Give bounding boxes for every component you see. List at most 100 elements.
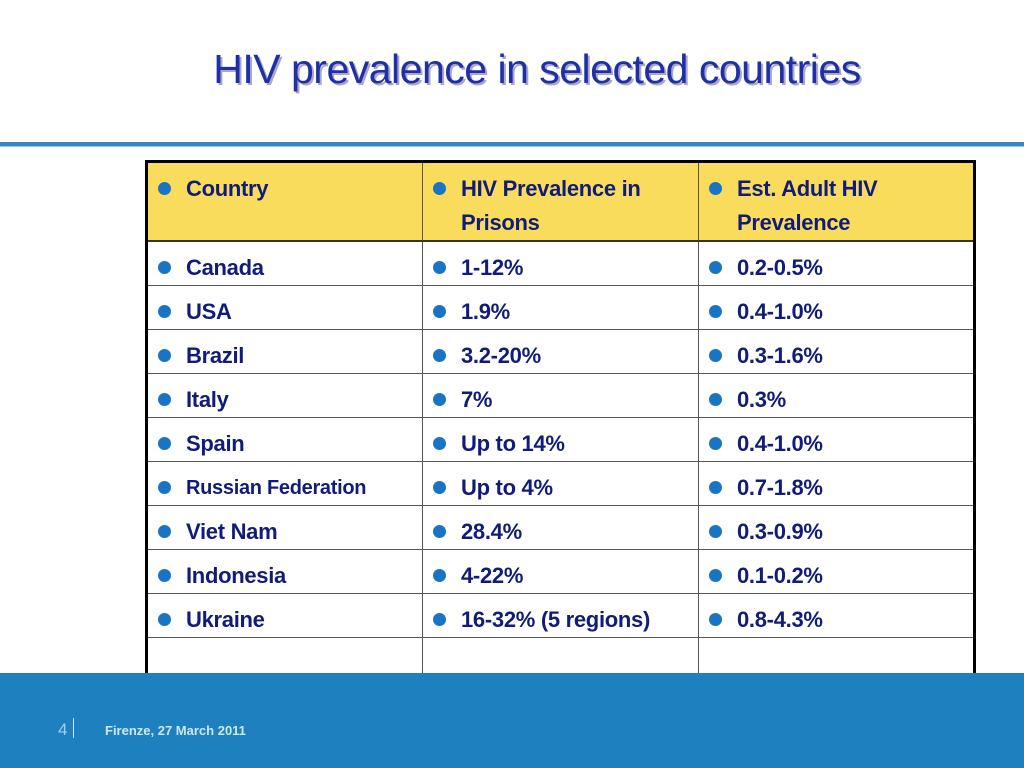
footer-date-location: Firenze, 27 March 2011 xyxy=(105,723,246,738)
cell-value: 0.3-1.6% xyxy=(737,343,823,368)
slide-title: HIV prevalence in selected countries xyxy=(213,46,861,92)
bullet-dot-icon xyxy=(709,349,722,362)
table-row: Indonesia 4-22% 0.1-0.2% xyxy=(146,549,975,594)
cell-prison-prevalence: Up to 14% xyxy=(422,417,699,462)
cell-adult-prevalence: 0.1-0.2% xyxy=(698,549,975,594)
header-cell-country: Country xyxy=(146,161,423,242)
bullet-dot-icon xyxy=(158,525,171,538)
cell-value: 0.2-0.5% xyxy=(737,255,823,280)
cell-value: 4-22% xyxy=(461,563,524,588)
table-row: Viet Nam 28.4% 0.3-0.9% xyxy=(146,505,975,550)
cell-country: USA xyxy=(146,285,423,330)
cell-value: 0.1-0.2% xyxy=(737,563,823,588)
header-label: Est. Adult HIV Prevalence xyxy=(737,176,878,235)
cell-adult-prevalence: 0.2-0.5% xyxy=(698,240,975,286)
cell-country: Canada xyxy=(146,240,423,286)
bullet-dot-icon xyxy=(709,613,722,626)
cell-value: 0.3-0.9% xyxy=(737,519,823,544)
header-label: HIV Prevalence in Prisons xyxy=(461,176,641,235)
cell-country: Spain xyxy=(146,417,423,462)
bullet-dot-icon xyxy=(433,437,446,450)
bullet-dot-icon xyxy=(709,261,722,274)
cell-value: 28.4% xyxy=(461,519,522,544)
bullet-dot-icon xyxy=(433,525,446,538)
table-row: Canada 1-12% 0.2-0.5% xyxy=(146,240,975,286)
bullet-dot-icon xyxy=(433,569,446,582)
page-number: 4 xyxy=(58,720,68,739)
cell-adult-prevalence: 0.4-1.0% xyxy=(698,417,975,462)
cell-prison-prevalence: 7% xyxy=(422,373,699,418)
cell-prison-prevalence: 3.2-20% xyxy=(422,329,699,374)
cell-prison-prevalence: 4-22% xyxy=(422,549,699,594)
cell-prison-prevalence: 1.9% xyxy=(422,285,699,330)
bullet-dot-icon xyxy=(433,182,446,195)
cell-value: Viet Nam xyxy=(186,519,278,544)
title-divider-shadow xyxy=(0,146,1024,147)
cell-value: Spain xyxy=(186,431,245,456)
cell-prison-prevalence: 16-32% (5 regions) xyxy=(422,593,699,638)
table-row: Brazil 3.2-20% 0.3-1.6% xyxy=(146,329,975,374)
table-row: Russian Federation Up to 4% 0.7-1.8% xyxy=(146,461,975,506)
cell-country: Brazil xyxy=(146,329,423,374)
cell-value: 3.2-20% xyxy=(461,343,541,368)
bullet-dot-icon xyxy=(433,261,446,274)
cell-value: Italy xyxy=(186,387,229,412)
cell-value: Indonesia xyxy=(186,563,286,588)
cell-country: Ukraine xyxy=(146,593,423,638)
bullet-dot-icon xyxy=(433,305,446,318)
bullet-dot-icon xyxy=(433,393,446,406)
bullet-dot-icon xyxy=(158,437,171,450)
cell-country: Italy xyxy=(146,373,423,418)
bullet-dot-icon xyxy=(158,613,171,626)
bullet-dot-icon xyxy=(709,305,722,318)
bullet-dot-icon xyxy=(709,481,722,494)
table-row: Ukraine 16-32% (5 regions) 0.8-4.3% xyxy=(146,593,975,638)
cell-country: Russian Federation xyxy=(146,461,423,506)
header-cell-adult-prevalence: Est. Adult HIV Prevalence xyxy=(698,161,975,242)
cell-value: Canada xyxy=(186,255,264,280)
cell-adult-prevalence: 0.4-1.0% xyxy=(698,285,975,330)
cell-value: USA xyxy=(186,299,232,324)
cell-value: 0.8-4.3% xyxy=(737,607,823,632)
cell-value: Up to 14% xyxy=(461,431,565,456)
cell-value: Ukraine xyxy=(186,607,265,632)
bullet-dot-icon xyxy=(433,613,446,626)
cell-value: 0.4-1.0% xyxy=(737,299,823,324)
table-row: USA 1.9% 0.4-1.0% xyxy=(146,285,975,330)
page-number-separator xyxy=(73,718,74,738)
bullet-dot-icon xyxy=(158,393,171,406)
cell-value: 1.9% xyxy=(461,299,510,324)
bullet-dot-icon xyxy=(709,393,722,406)
cell-adult-prevalence: 0.3-1.6% xyxy=(698,329,975,374)
bullet-dot-icon xyxy=(433,481,446,494)
cell-value: 7% xyxy=(461,387,493,412)
bullet-dot-icon xyxy=(158,305,171,318)
bullet-dot-icon xyxy=(433,349,446,362)
cell-value: 16-32% (5 regions) xyxy=(461,607,651,632)
cell-prison-prevalence: 28.4% xyxy=(422,505,699,550)
table-header-row: Country HIV Prevalence in Prisons Est. A… xyxy=(146,161,975,242)
cell-country: Indonesia xyxy=(146,549,423,594)
cell-value: Up to 4% xyxy=(461,475,553,500)
header-cell-prison-prevalence: HIV Prevalence in Prisons xyxy=(422,161,699,242)
cell-value: 0.4-1.0% xyxy=(737,431,823,456)
cell-value: 0.7-1.8% xyxy=(737,475,823,500)
bullet-dot-icon xyxy=(158,182,171,195)
bullet-dot-icon xyxy=(158,569,171,582)
cell-country: Viet Nam xyxy=(146,505,423,550)
prevalence-table: Country HIV Prevalence in Prisons Est. A… xyxy=(145,160,976,683)
table-row: Spain Up to 14% 0.4-1.0% xyxy=(146,417,975,462)
cell-value: 1-12% xyxy=(461,255,524,280)
bullet-dot-icon xyxy=(709,437,722,450)
footer-band xyxy=(0,673,1024,768)
title-divider xyxy=(0,142,1024,146)
bullet-dot-icon xyxy=(709,182,722,195)
bullet-dot-icon xyxy=(158,349,171,362)
cell-value: 0.3% xyxy=(737,387,786,412)
cell-prison-prevalence: Up to 4% xyxy=(422,461,699,506)
cell-adult-prevalence: 0.3-0.9% xyxy=(698,505,975,550)
cell-adult-prevalence: 0.7-1.8% xyxy=(698,461,975,506)
cell-adult-prevalence: 0.3% xyxy=(698,373,975,418)
cell-value: Brazil xyxy=(186,343,245,368)
bullet-dot-icon xyxy=(709,569,722,582)
